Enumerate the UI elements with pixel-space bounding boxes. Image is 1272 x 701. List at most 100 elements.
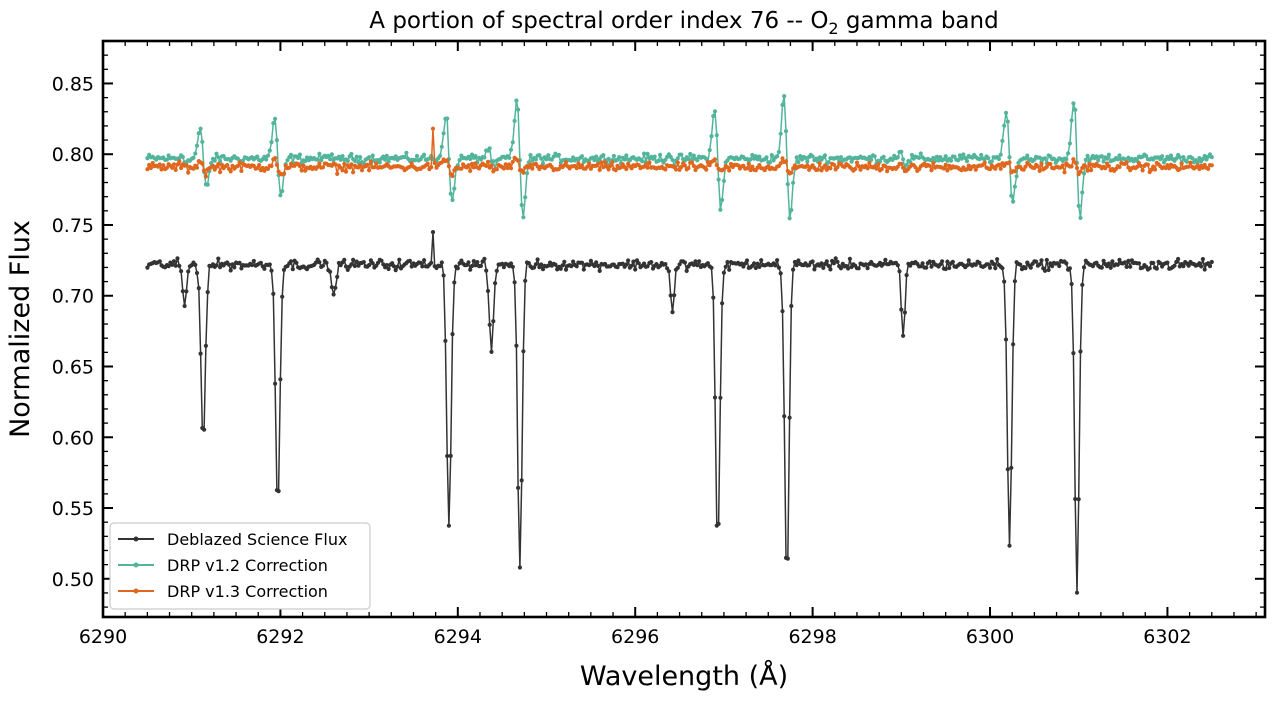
data-point <box>393 268 398 273</box>
data-point <box>725 260 730 265</box>
data-point <box>430 126 436 131</box>
data-point <box>956 158 961 163</box>
data-point <box>828 267 833 272</box>
data-point <box>1190 156 1195 161</box>
data-point <box>1012 279 1018 284</box>
data-point <box>959 156 964 161</box>
data-point <box>491 319 496 324</box>
legend-box <box>109 522 371 610</box>
data-point <box>475 260 480 265</box>
data-point <box>847 155 853 160</box>
data-point <box>897 269 902 274</box>
legend-label-v12: DRP v1.2 Correction <box>167 556 328 575</box>
data-point <box>881 261 886 266</box>
data-point <box>482 155 487 160</box>
data-point <box>1209 163 1214 168</box>
data-point <box>643 162 649 167</box>
data-point <box>384 153 389 158</box>
data-point <box>315 164 320 169</box>
data-point <box>429 165 434 170</box>
data-point <box>943 266 948 272</box>
data-point <box>1126 258 1131 263</box>
data-point <box>691 262 696 267</box>
data-point <box>1110 259 1115 264</box>
data-point <box>560 263 565 268</box>
data-point <box>973 262 978 267</box>
data-point <box>459 166 464 171</box>
data-point <box>333 162 338 167</box>
data-point <box>989 159 994 164</box>
data-point <box>225 163 230 168</box>
data-point <box>1197 261 1202 266</box>
data-point <box>336 154 341 159</box>
data-point <box>805 163 810 168</box>
data-point <box>526 261 531 266</box>
data-point <box>203 343 208 348</box>
data-point <box>446 523 451 528</box>
data-point <box>869 157 874 162</box>
data-point <box>457 158 462 163</box>
data-point <box>184 289 189 294</box>
data-point <box>468 267 473 272</box>
data-point <box>326 153 331 158</box>
data-point <box>588 258 594 263</box>
data-point <box>448 191 453 196</box>
data-point <box>491 159 496 164</box>
data-point <box>519 202 524 208</box>
data-point <box>901 157 906 162</box>
data-point <box>516 158 521 163</box>
data-point <box>973 167 978 172</box>
data-point <box>214 151 219 156</box>
data-point <box>899 149 904 154</box>
data-point <box>179 269 184 274</box>
data-point <box>1158 261 1163 266</box>
data-point <box>194 270 200 276</box>
data-point <box>810 154 815 159</box>
data-point <box>633 267 638 272</box>
data-point <box>606 167 611 172</box>
data-point <box>170 262 175 267</box>
data-point <box>269 163 274 169</box>
data-point <box>986 155 991 161</box>
data-point <box>487 322 492 327</box>
data-point <box>831 261 837 266</box>
data-point <box>368 159 373 164</box>
data-point <box>718 207 723 212</box>
data-point <box>210 163 216 168</box>
data-point <box>255 154 260 159</box>
data-point <box>1051 156 1056 161</box>
data-point <box>794 263 799 268</box>
data-point <box>1200 257 1205 262</box>
data-point <box>198 351 203 356</box>
data-point <box>354 259 359 264</box>
data-point <box>711 114 716 119</box>
data-point <box>446 164 451 169</box>
data-point <box>450 332 455 337</box>
data-point <box>212 158 217 163</box>
data-point <box>539 156 544 161</box>
data-point <box>1181 155 1186 160</box>
data-point <box>746 162 751 167</box>
data-point <box>624 153 629 158</box>
data-point <box>736 163 741 168</box>
data-point <box>262 266 267 271</box>
data-point <box>514 98 519 103</box>
data-point <box>530 166 535 171</box>
data-point <box>803 155 808 160</box>
data-point <box>961 152 966 157</box>
data-point <box>1071 157 1076 162</box>
data-point <box>693 259 698 264</box>
data-point <box>750 164 755 169</box>
data-point <box>445 453 450 459</box>
data-point <box>1083 164 1088 169</box>
data-point <box>508 261 514 266</box>
y-tick-label: 0.65 <box>52 357 94 379</box>
data-point <box>865 266 870 271</box>
data-point <box>180 289 185 294</box>
data-point <box>241 158 246 163</box>
data-point <box>1140 168 1145 173</box>
data-point <box>466 260 471 265</box>
data-point <box>636 163 641 168</box>
data-point <box>345 267 350 272</box>
data-point <box>995 257 1000 262</box>
